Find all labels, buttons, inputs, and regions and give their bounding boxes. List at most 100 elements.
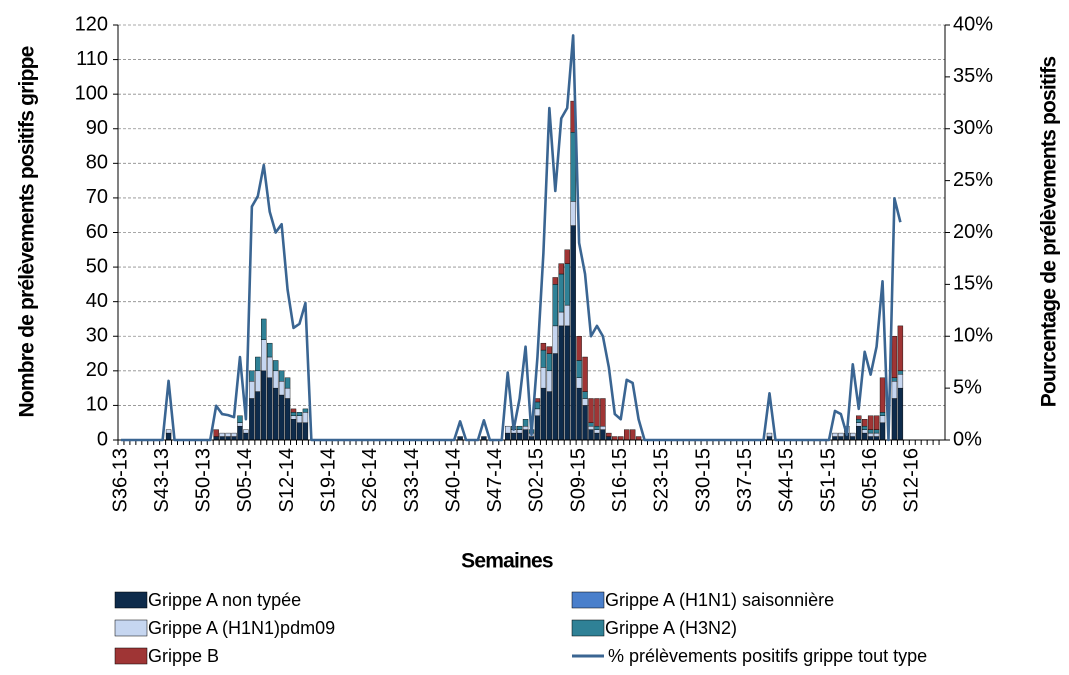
bar-segment bbox=[766, 432, 773, 437]
y2-tick-label: 0% bbox=[953, 428, 982, 450]
bar-segment bbox=[290, 419, 297, 441]
bar-segment bbox=[249, 370, 255, 382]
bar-segment bbox=[594, 432, 600, 441]
legend-swatch bbox=[114, 591, 148, 609]
bar-segment bbox=[867, 436, 874, 441]
bar-segment bbox=[534, 415, 541, 441]
bar-segment bbox=[284, 387, 291, 399]
bar-segment bbox=[505, 432, 511, 441]
x-tick-label: S02-15 bbox=[526, 448, 548, 513]
x-tick-label: S05-16 bbox=[859, 448, 881, 513]
bar-segment bbox=[213, 436, 219, 441]
x-tick-label: S43-13 bbox=[151, 448, 173, 513]
y-tick-label: 30 bbox=[86, 325, 108, 347]
bar-segment bbox=[891, 381, 898, 399]
bar-segment bbox=[267, 342, 273, 358]
bar-segment bbox=[832, 436, 838, 441]
bar-segment bbox=[867, 429, 874, 434]
legend-label: % prélèvements positifs grippe tout type bbox=[608, 646, 927, 666]
bar-segment bbox=[243, 429, 249, 434]
y2-tick-label: 35% bbox=[953, 65, 993, 87]
bar-segment bbox=[522, 425, 529, 430]
y-axis-title: Nombre de prélèvements positifs grippe bbox=[16, 46, 39, 417]
bar-segment bbox=[278, 370, 285, 382]
bar-segment bbox=[272, 370, 279, 389]
bar-segment bbox=[261, 370, 267, 441]
bar-segment bbox=[861, 419, 868, 427]
bar-segment bbox=[873, 432, 880, 437]
x-tick-label: S12-16 bbox=[901, 448, 923, 513]
bar-segment bbox=[481, 436, 487, 441]
bar-segment bbox=[255, 356, 261, 372]
bar-segment bbox=[856, 415, 862, 420]
bar-segment bbox=[600, 398, 606, 427]
bar-segment bbox=[290, 408, 297, 413]
bar-segment bbox=[272, 360, 279, 372]
bar-segment bbox=[897, 370, 904, 375]
legend-label: Grippe A (H1N1)pdm09 bbox=[148, 618, 335, 638]
y-tick-label: 90 bbox=[86, 117, 108, 139]
bar-segment bbox=[856, 422, 862, 427]
bar-segment bbox=[296, 422, 303, 441]
bar-segment bbox=[879, 412, 886, 416]
y-tick-label: 20 bbox=[86, 359, 108, 381]
bar-segment bbox=[522, 419, 529, 427]
bar-segment bbox=[594, 429, 600, 434]
bar-segment bbox=[606, 432, 612, 437]
bar-segment bbox=[284, 377, 291, 389]
y-tick-label: 80 bbox=[86, 152, 108, 174]
bar-segment bbox=[588, 422, 594, 427]
bar-segment bbox=[897, 325, 904, 372]
bar-segment bbox=[582, 405, 588, 441]
x-tick-label: S05-14 bbox=[234, 448, 256, 513]
legend-swatch bbox=[571, 619, 605, 637]
bar-segment bbox=[832, 432, 838, 437]
bar-segment bbox=[588, 429, 594, 441]
y-tick-label: 100 bbox=[75, 82, 108, 104]
line-series bbox=[120, 34, 902, 442]
bar-segment bbox=[522, 429, 529, 441]
bar-segment bbox=[261, 339, 267, 372]
bar-segment bbox=[558, 263, 564, 275]
bar-segment bbox=[558, 325, 564, 441]
bar-segment bbox=[225, 432, 231, 437]
bar-segment bbox=[237, 422, 243, 427]
bar-segment bbox=[891, 398, 898, 441]
legend-swatch bbox=[571, 591, 605, 609]
bar-segment bbox=[255, 391, 261, 441]
bar-segment bbox=[850, 432, 856, 437]
legend-swatch bbox=[114, 619, 148, 637]
x-tick-label: S36-13 bbox=[109, 448, 131, 513]
bar-segment bbox=[540, 349, 547, 368]
bar-segment bbox=[570, 132, 576, 202]
bar-segment bbox=[546, 346, 553, 354]
legend-label: Grippe B bbox=[148, 646, 219, 666]
y-tick-label: 40 bbox=[86, 290, 108, 312]
bar-segment bbox=[891, 336, 898, 378]
x-tick-label: S33-14 bbox=[401, 448, 423, 513]
bar-segment bbox=[564, 304, 570, 327]
bar-segment bbox=[552, 325, 558, 354]
x-tick-label: S16-15 bbox=[609, 448, 631, 513]
legend-swatch bbox=[114, 647, 148, 665]
bar-segment bbox=[255, 370, 261, 392]
bar-segment bbox=[635, 436, 642, 441]
y-tick-label: 0 bbox=[97, 428, 108, 450]
bar-segment bbox=[582, 356, 588, 392]
y2-tick-label: 10% bbox=[953, 325, 993, 347]
bar-segment bbox=[594, 425, 600, 430]
bar-segment bbox=[588, 398, 594, 423]
bar-segment bbox=[861, 432, 868, 441]
bar-segment bbox=[267, 356, 273, 378]
y2-axis-title: Pourcentage de prélèvements positifs bbox=[1038, 57, 1061, 408]
bar-segment bbox=[225, 436, 231, 441]
y2-tick-label: 40% bbox=[953, 13, 993, 35]
x-tick-label: S44-15 bbox=[776, 448, 798, 513]
legend-label: Grippe A (H3N2) bbox=[605, 618, 737, 638]
bar-segment bbox=[879, 377, 886, 413]
x-tick-label: S19-14 bbox=[317, 448, 339, 513]
bar-segment bbox=[249, 381, 255, 399]
bar-segment bbox=[558, 311, 564, 327]
bar-segment bbox=[516, 429, 523, 434]
bar-segment bbox=[552, 353, 558, 441]
